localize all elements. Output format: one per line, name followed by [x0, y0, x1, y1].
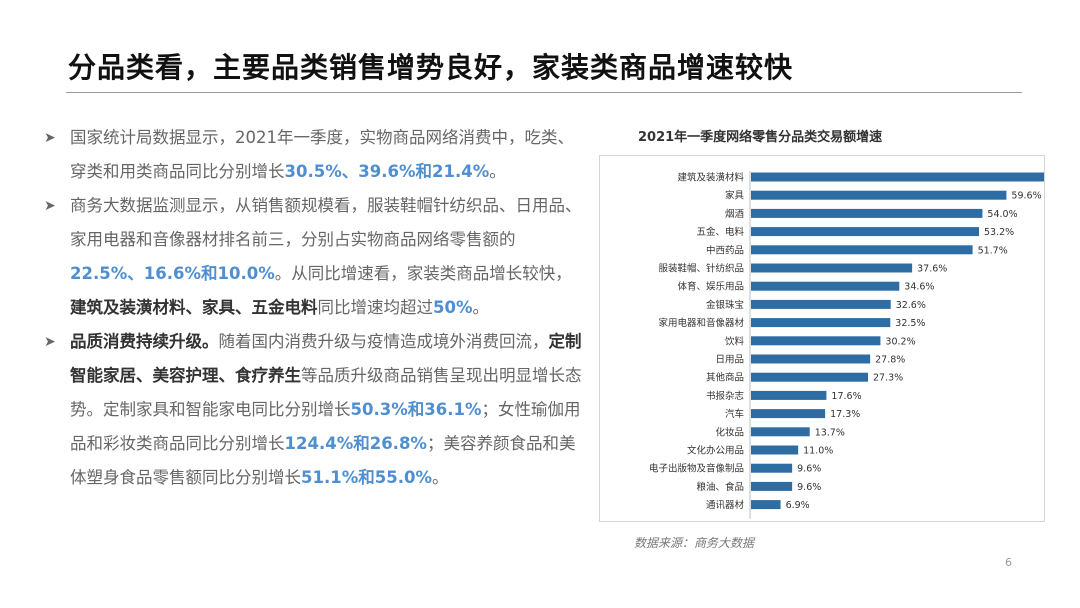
bar-chart: 建筑及装潢材料68.4%家具59.6%烟酒54.0%五金、电料53.2%中西药品… [649, 171, 1044, 519]
bullet-item: ➤ 品质消费持续升级。随着国内消费升级与疫情造成境外消费回流，定制智能家居、美容护… [44, 325, 584, 495]
category-label: 饮料 [725, 335, 745, 347]
highlight-value: 50.3%和36.1% [350, 400, 482, 419]
value-label: 51.7% [978, 245, 1008, 256]
bar [751, 409, 826, 419]
value-label: 34.6% [904, 282, 934, 293]
bullet-text: ；美容养颜食品和美体塑身食品零售额同比分别增长 [70, 434, 576, 487]
title-divider [66, 92, 1022, 93]
slide-title: 分品类看，主要品类销售增势良好，家装类商品增速较快 [68, 51, 794, 84]
category-label: 汽车 [725, 408, 744, 420]
value-label: 6.9% [786, 500, 810, 511]
value-label: 59.6% [1011, 191, 1041, 202]
category-label: 烟酒 [725, 208, 745, 220]
value-label: 11.0% [803, 446, 833, 457]
value-label: 27.8% [875, 355, 905, 366]
bar [751, 245, 973, 255]
bar [751, 390, 827, 400]
value-label: 54.0% [987, 209, 1017, 220]
data-source-note: 数据来源：商务大数据 [634, 536, 755, 550]
bullet-text: 同比增速均超过 [317, 298, 434, 317]
bullet-text: 。 [432, 468, 449, 487]
category-label: 体育、娱乐用品 [677, 281, 744, 293]
bold-text: 定制智能家居、美容护理、食疗养生 [70, 332, 582, 385]
bar [751, 336, 881, 346]
highlight-value: 51.1%和55.0% [301, 468, 432, 487]
value-label: 17.6% [831, 391, 861, 402]
bullet-list: ➤ 国家统计局数据显示，2021年一季度，实物商品网络消费中，吃类、穿类和用类商品… [44, 121, 584, 495]
bullet-text: ；女性瑜伽用品和彩妆类商品同比分别增长 [70, 400, 581, 453]
chart-title: 2021年一季度网络零售分品类交易额增速 [638, 130, 883, 145]
value-label: 30.2% [885, 336, 915, 347]
category-label: 粮油、食品 [696, 481, 744, 493]
bullet-text: 商务大数据监测显示，从销售额规模看，服装鞋帽针纺织品、日用品、家用电器和音像器材… [70, 196, 582, 249]
bar [751, 427, 810, 437]
bullet-text: 。从同比增速看，家装类商品增长较快， [274, 264, 572, 283]
value-label: 13.7% [815, 427, 845, 438]
category-label: 日用品 [715, 355, 744, 366]
category-label: 家具 [725, 190, 745, 202]
category-label: 建筑及装潢材料 [677, 172, 744, 184]
chart-frame: 建筑及装潢材料68.4%家具59.6%烟酒54.0%五金、电料53.2%中西药品… [599, 155, 1045, 522]
bar [751, 481, 793, 491]
category-label: 金银珠宝 [706, 299, 744, 311]
bar [751, 190, 1007, 200]
category-label: 化妆品 [715, 426, 744, 438]
highlight-value: 30.5%、39.6%和21.4% [284, 162, 490, 181]
bullet-text: 。 [489, 162, 506, 181]
value-label: 37.6% [917, 264, 947, 275]
bar [751, 445, 799, 455]
value-label: 9.6% [797, 482, 821, 493]
category-label: 中西药品 [706, 244, 744, 256]
value-label: 53.2% [984, 227, 1014, 238]
bar [751, 281, 900, 291]
bullet-text: 。 [472, 298, 490, 317]
category-label: 五金、电料 [696, 226, 744, 238]
bar [751, 263, 913, 273]
bar [751, 318, 891, 328]
bar [751, 172, 1044, 182]
bullet-item: ➤ 国家统计局数据显示，2021年一季度，实物商品网络消费中，吃类、穿类和用类商品… [44, 121, 584, 189]
bold-text: 品质消费持续升级。 [70, 332, 219, 351]
bullet-arrow-icon: ➤ [44, 198, 56, 214]
category-label: 书报杂志 [706, 390, 744, 402]
highlight-value: 22.5%、16.6%和10.0% [70, 264, 275, 283]
bar [751, 500, 781, 510]
category-label: 其他商品 [706, 372, 744, 384]
highlight-value: 124.4%和26.8% [284, 434, 427, 453]
bullet-item: ➤ 商务大数据监测显示，从销售额规模看，服装鞋帽针纺织品、日用品、家用电器和音像器… [44, 189, 584, 325]
bar [751, 354, 871, 364]
bullet-text: 随着国内消费升级与疫情造成境外消费回流， [218, 332, 549, 351]
bullet-text: 等品质升级商品销售呈现出明显增长态势。定制家具和智能家电同比分别增长 [70, 366, 582, 419]
bar [751, 372, 868, 382]
bullet-arrow-icon: ➤ [44, 334, 56, 350]
bar [751, 299, 891, 309]
bar [751, 227, 979, 237]
category-label: 服装鞋帽、针纺织品 [658, 263, 744, 275]
category-label: 电子出版物及音像制品 [649, 463, 744, 475]
value-label: 17.3% [830, 409, 860, 420]
bar [751, 208, 983, 218]
page-number: 6 [1005, 556, 1012, 569]
bar [751, 463, 793, 473]
highlight-value: 50% [433, 298, 473, 317]
bold-text: 建筑及装潢材料、家具、五金电料 [70, 298, 318, 317]
value-label: 32.5% [895, 318, 925, 329]
value-label: 9.6% [797, 464, 821, 475]
category-label: 家用电器和音像器材 [658, 317, 744, 329]
category-label: 通讯器材 [706, 499, 745, 511]
bullet-arrow-icon: ➤ [44, 130, 56, 146]
category-label: 文化办公用品 [687, 445, 744, 457]
value-label: 32.6% [896, 300, 926, 311]
bullet-text: 国家统计局数据显示，2021年一季度，实物商品网络消费中，吃类、穿类和用类商品同… [70, 128, 574, 181]
value-label: 27.3% [873, 373, 903, 384]
